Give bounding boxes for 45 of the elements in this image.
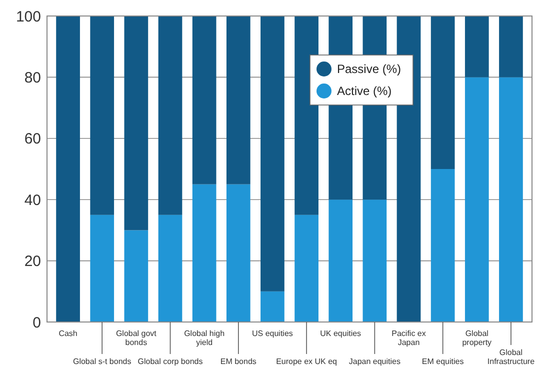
legend-label: Active (%) [337,84,392,98]
bar [294,214,318,322]
bar [90,214,114,322]
x-tick-label: Cash [58,329,78,338]
bar [362,200,387,322]
bar [192,184,216,322]
bar [90,16,114,215]
bar [464,16,489,78]
bar [328,200,353,322]
bar [158,214,182,322]
bar [124,230,148,322]
y-tick-label: 40 [24,192,41,209]
bar [294,16,318,215]
x-tick-label: Japan equities [348,357,400,366]
x-tick-label: Pacific ex Japan [392,329,426,347]
x-tick-label: EM bonds [220,357,256,366]
bar [192,16,216,184]
y-tick-label: 100 [16,8,41,26]
y-tick-label: 80 [24,69,41,86]
bar [158,16,182,215]
legend-label: Passive (%) [337,62,402,76]
bar [56,16,80,322]
bar [430,16,455,169]
y-tick-label: 0 [32,314,41,332]
x-tick-label: Global Infrastructure [487,348,536,366]
bar [260,16,284,292]
bar [499,16,523,78]
x-tick-label: Global high yield [184,329,225,347]
bar [124,16,148,230]
x-tick-label: Global corp bonds [138,357,203,366]
bar [226,16,250,184]
bar [226,184,250,322]
x-tick-label: US equities [252,329,293,338]
bar [260,291,284,322]
bar [464,77,489,322]
x-tick-label: Global property [462,329,492,347]
y-tick-label: 20 [24,253,41,270]
x-tick-label: EM equities [422,357,464,366]
bar [499,77,523,322]
x-tick-label: Global govt bonds [116,329,158,347]
bar [430,169,455,322]
x-tick-label: Global s-t bonds [72,357,132,366]
x-tick-label: UK equities [320,329,362,338]
y-tick-label: 60 [24,130,41,148]
x-tick-label: Europe ex UK eq [276,357,338,366]
